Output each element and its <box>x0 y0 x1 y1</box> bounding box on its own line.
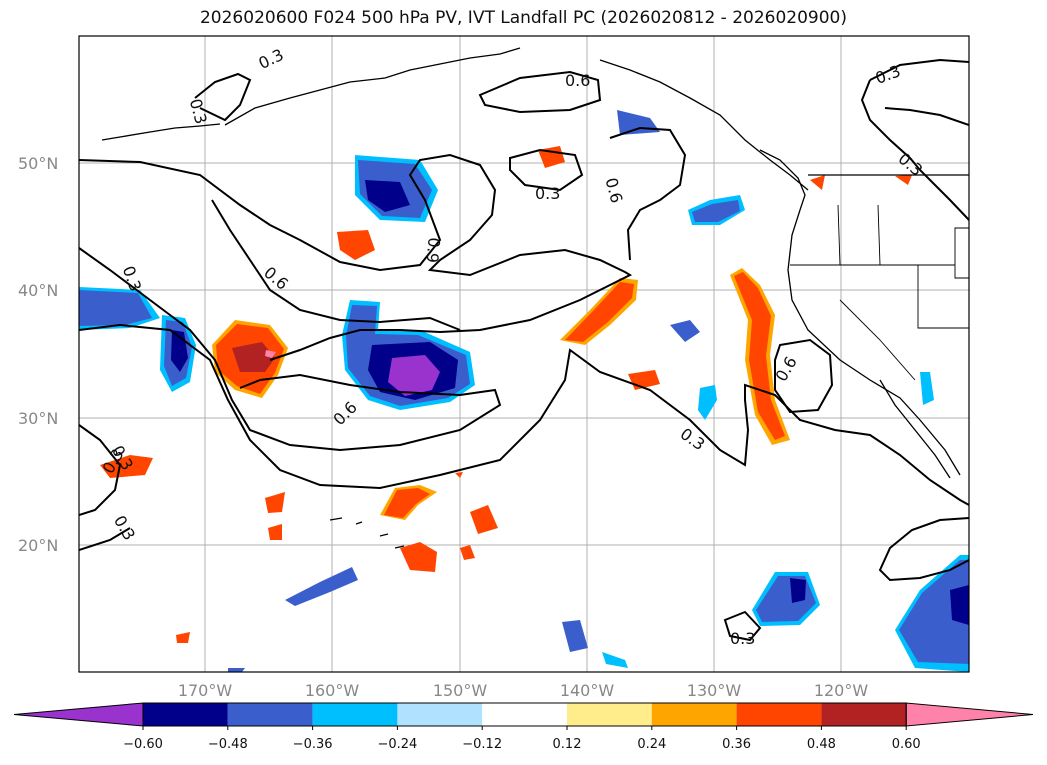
colorbar-cell <box>143 703 228 726</box>
contour-03-bottom <box>723 610 762 642</box>
colorbar-tick-label: −0.12 <box>462 737 502 752</box>
lon-label: 140°W <box>560 681 615 700</box>
colorbar-tick-label: 0.24 <box>637 737 666 752</box>
colorbar-extension-max <box>905 702 1034 727</box>
contour-03-pacific-nw <box>860 58 969 221</box>
contour-03-northwest <box>194 72 252 122</box>
lon-label: 170°W <box>178 681 233 700</box>
alaska-coast <box>224 47 521 126</box>
bc-coast <box>759 149 806 211</box>
colorbar-cell <box>312 703 398 726</box>
lat-label: 40°N <box>18 281 58 300</box>
colorbar-tick-label: −0.36 <box>293 737 333 752</box>
colorbar-cell <box>651 703 737 726</box>
baja-peninsula <box>879 379 951 479</box>
colorbar-cell <box>227 703 313 726</box>
alaska-panhandle <box>599 59 809 191</box>
map-background <box>79 36 969 672</box>
longitude-labels: 170°W 160°W 150°W 140°W 130°W 120°W <box>178 681 869 700</box>
lon-label: 120°W <box>814 681 869 700</box>
colorbar-cell <box>821 703 907 726</box>
us-west-coast <box>787 209 961 476</box>
contour-03-southeast <box>878 517 969 582</box>
colorbar-cell <box>397 703 483 726</box>
colorbar-cell <box>736 703 822 726</box>
lat-label: 50°N <box>18 154 58 173</box>
contour-label: 0.3 <box>730 629 755 648</box>
colorbar-tick-label: −0.60 <box>123 737 163 752</box>
contour-06-north <box>478 70 602 114</box>
colorbar-cell <box>482 703 567 726</box>
pv-contours <box>79 58 969 642</box>
contour-label: 0.6 <box>565 71 590 90</box>
contour-03-southwest <box>79 323 969 506</box>
hawaii-islands <box>329 517 405 549</box>
contour-03-north <box>509 148 584 192</box>
map-panel: 0.3 0.3 0.6 0.3 0.6 0.3 0.9 0.6 0.3 0.6 … <box>18 35 970 700</box>
lon-label: 160°W <box>305 681 360 700</box>
map-frame <box>78 35 970 673</box>
contour-03-far-south <box>79 527 131 551</box>
lon-label: 130°W <box>687 681 742 700</box>
colorbar-tick-label: 0.36 <box>722 737 751 752</box>
lat-label: 30°N <box>18 409 58 428</box>
lat-label: 20°N <box>18 536 58 555</box>
colorbar-tick-label: 0.48 <box>807 737 836 752</box>
colorbar-tick-label: −0.48 <box>208 737 248 752</box>
colorbar-ticks: −0.60 −0.48 −0.36 −0.24 −0.12 0.12 0.24 0.36 0.4… <box>123 726 921 752</box>
colorbar-extension-min <box>13 702 144 727</box>
map-title: 2026020600 F024 500 hPa PV, IVT Landfall… <box>199 8 847 28</box>
contour-label: 0.3 <box>535 184 560 203</box>
lon-label: 150°W <box>433 681 488 700</box>
colorbar-cell <box>567 703 652 726</box>
contour-06-southern <box>79 247 502 452</box>
contour-06-ridge-lower <box>211 199 461 331</box>
contour-label: 0.9 <box>422 237 443 264</box>
colorbar-tick-label: −0.24 <box>377 737 417 752</box>
colorbar-tick-label: 0.12 <box>553 737 582 752</box>
state-borders <box>790 204 969 381</box>
latitude-labels: 50°N 40°N 30°N 20°N <box>18 154 58 555</box>
coastlines <box>101 47 969 549</box>
contour-03-lower-west <box>79 424 122 516</box>
colorbar-cells <box>13 702 1034 727</box>
contour-06-eastern-trough <box>609 126 687 261</box>
gridlines <box>79 36 969 672</box>
contour-06-central-ridge <box>79 153 633 361</box>
colorbar-frame <box>142 702 907 727</box>
contour-06-coastal-loop <box>774 338 834 414</box>
negative-pv-regions <box>79 110 969 672</box>
colorbar-tick-label: 0.60 <box>892 737 921 752</box>
aleutian-islands <box>101 123 221 141</box>
